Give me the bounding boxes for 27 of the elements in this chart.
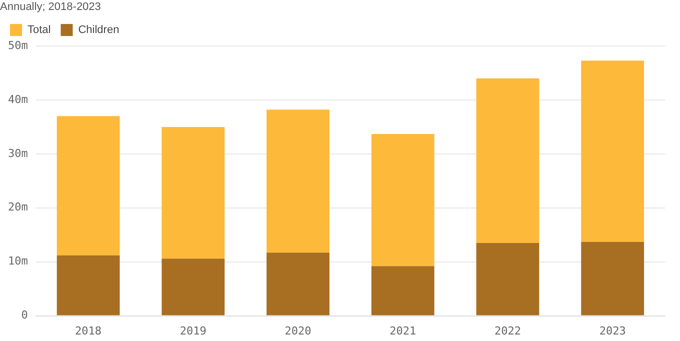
bar [56, 116, 120, 256]
x-tick-label: 2018 [75, 324, 102, 338]
y-tick-label: 0 [21, 308, 28, 322]
y-tick-label: 10m [8, 254, 28, 268]
chart-title: Annually; 2018-2023 [0, 1, 101, 14]
y-tick-label: 30m [8, 146, 28, 160]
y-tick-label: 50m [8, 38, 28, 52]
bar [162, 126, 225, 259]
bar [266, 252, 330, 316]
bar [476, 242, 540, 316]
bar [476, 78, 540, 243]
bar [371, 134, 434, 266]
x-tick-label: 2021 [390, 324, 416, 338]
x-tick-label: 2022 [494, 324, 521, 338]
bar [581, 60, 644, 242]
x-tick-label: 2019 [180, 324, 206, 338]
legend-label: Children [78, 24, 120, 36]
x-tick-label: 2023 [599, 324, 626, 338]
bar [162, 258, 225, 316]
y-tick-label: 40m [8, 92, 28, 106]
bar [581, 242, 644, 316]
x-tick-label: 2020 [284, 324, 312, 338]
y-tick-label: 20m [8, 200, 28, 214]
bar [371, 266, 434, 316]
bar [56, 255, 120, 316]
bar [266, 110, 330, 253]
legend-label: Total [28, 24, 51, 36]
